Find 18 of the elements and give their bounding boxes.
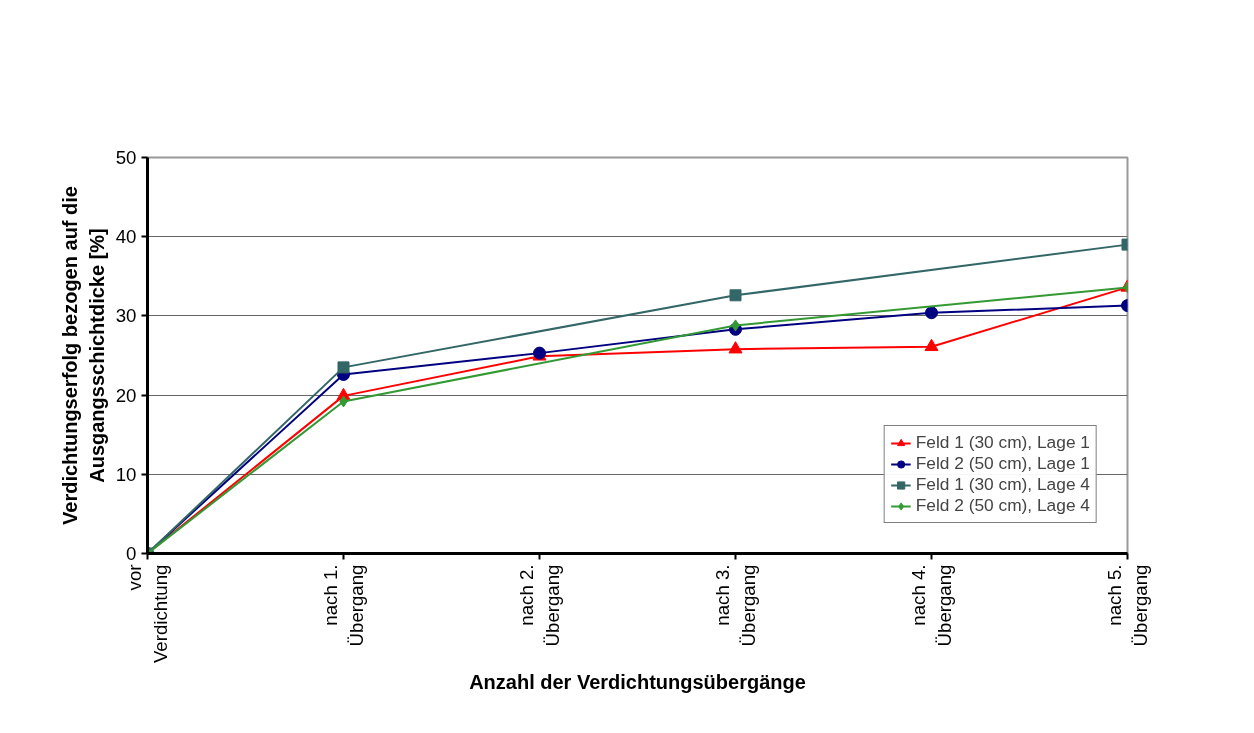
x-tick-label: nach 1. Übergang [320,564,367,647]
legend-label: Feld 2 (50 cm), Lage 1 [915,453,1090,474]
y-tick-label: 0 [126,543,137,564]
x-tick-label: nach 2. Übergang [516,564,563,647]
y-tick-label: 40 [115,226,137,248]
x-tick-label: nach 3. Übergang [712,564,759,647]
x-tick-label: vor Verdichtung [124,564,171,664]
legend-label: Feld 2 (50 cm), Lage 4 [915,495,1090,516]
y-tick-label: 10 [115,463,137,485]
x-tick-label: nach 4. Übergang [908,564,955,647]
y-axis-title: Verdichtungserfolg bezogen auf die Ausgangsschichtdicke [%] [59,186,108,525]
legend-label: Feld 1 (30 cm), Lage 1 [915,432,1090,453]
x-tick-label: nach 5. Übergang [1104,564,1151,647]
legend-label: Feld 1 (30 cm), Lage 4 [915,474,1090,495]
y-tick-label: 30 [115,305,137,327]
y-tick-label: 20 [115,384,137,406]
y-tick-label: 50 [115,147,137,168]
x-axis-title: Anzahl der Verdichtungsübergänge [469,671,806,694]
